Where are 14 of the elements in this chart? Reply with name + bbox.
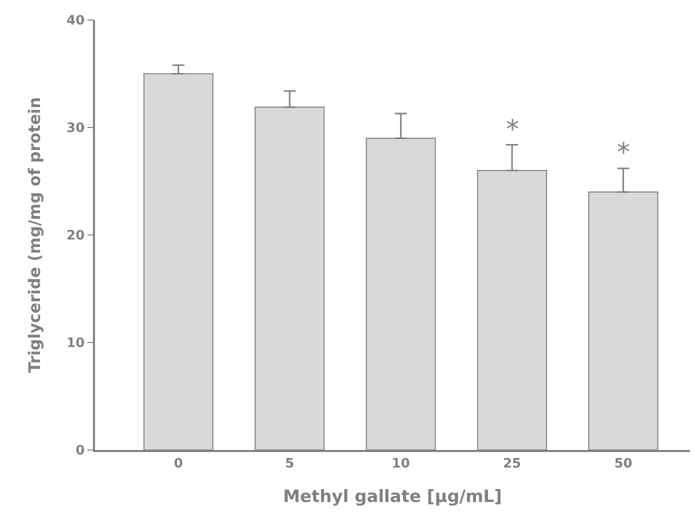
annotation: * [617, 138, 630, 168]
y-tick-label: 20 [66, 228, 85, 244]
x-axis-title: Methyl gallate [µg/mL] [283, 487, 502, 508]
y-axis-title: Triglyceride (mg/mg of protein [24, 97, 44, 373]
x-tick-label: 25 [503, 456, 522, 472]
annotation: * [506, 115, 519, 145]
y-tick-label: 0 [76, 444, 85, 459]
y-tick-label: 40 [66, 14, 85, 29]
y-tick-label: 10 [66, 336, 85, 352]
x-tick-label: 5 [285, 456, 294, 472]
x-tick-label: 50 [614, 456, 632, 472]
x-tick-label: 0 [174, 456, 183, 472]
y-tick-label: 30 [66, 121, 85, 136]
x-tick-label: 10 [392, 456, 410, 472]
